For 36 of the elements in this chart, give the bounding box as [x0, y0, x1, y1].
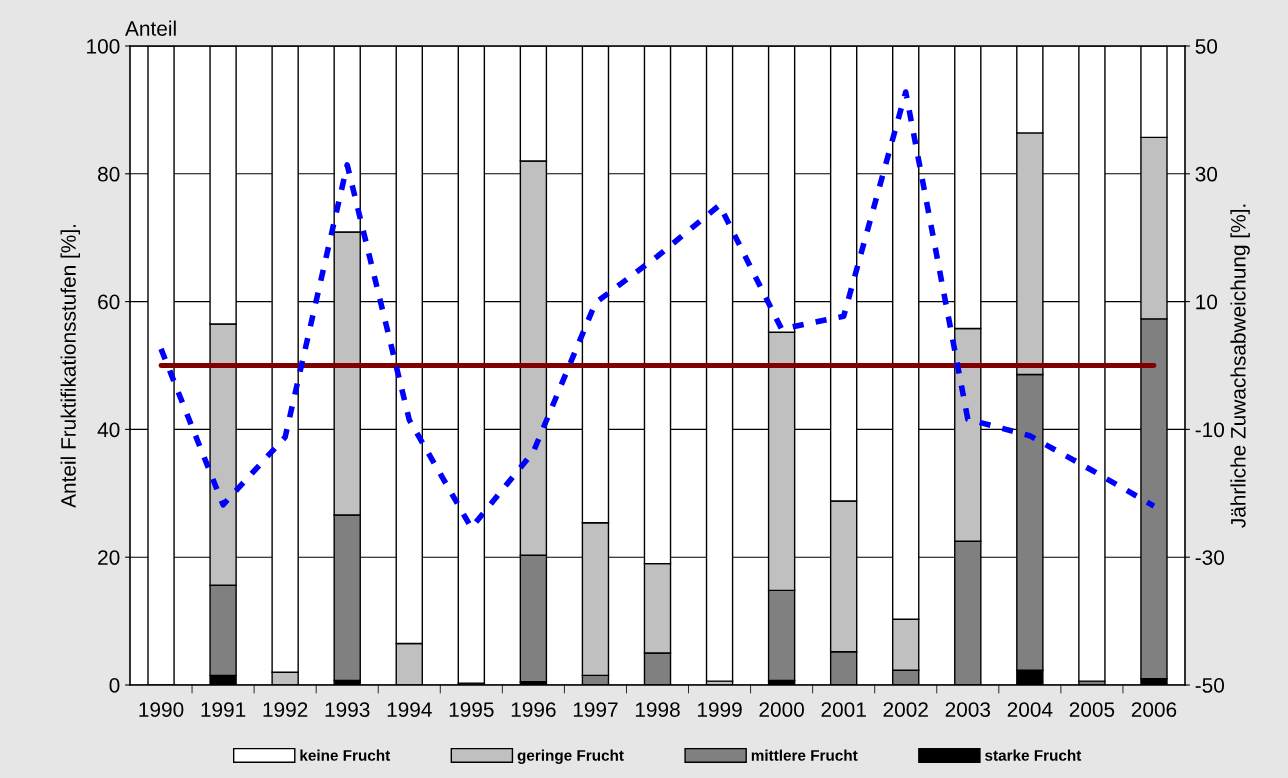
text: Anteil [125, 20, 176, 36]
legend-label: mittlere Frucht [751, 749, 858, 761]
x-tick-label: 1994 [387, 702, 432, 717]
y2-tick-label: 10 [1196, 294, 1218, 310]
x-tick-label: 1990 [139, 702, 184, 717]
x-tick-label: 2005 [1069, 702, 1115, 717]
x-tick-label: 1992 [263, 702, 308, 717]
x-tick-label: 2000 [759, 702, 804, 717]
x-tick-label: 1996 [511, 702, 556, 717]
legend-label: geringe Frucht [517, 749, 624, 764]
y2-tick-label: -10 [1195, 422, 1225, 438]
x-tick-label: 1991 [201, 702, 246, 717]
y-axis-title: Anteil Fruktifikationsstufen [%]. [60, 224, 80, 508]
x-tick-label: 2006 [1131, 702, 1177, 717]
x-tick-label: 2004 [1007, 702, 1053, 717]
y2-tick-label: -30 [1195, 550, 1225, 565]
y2-tick-label: -50 [1195, 678, 1225, 693]
y-tick-label: 80 [98, 166, 120, 182]
y-tick-label: 60 [98, 294, 120, 310]
x-tick-label: 2003 [945, 702, 991, 717]
x-tick-label: 1995 [449, 702, 494, 717]
x-tick-label: 1993 [325, 702, 370, 717]
x-tick-label: 1998 [635, 702, 680, 717]
y2-tick-label: 30 [1195, 166, 1218, 182]
y-tick-label: 100 [87, 39, 120, 54]
y-tick-label: 20 [98, 550, 120, 565]
legend-label: keine Frucht [300, 749, 391, 761]
y-tick-label: 0 [109, 678, 120, 693]
x-tick-label: 1999 [697, 702, 742, 717]
x-tick-label: 2001 [821, 702, 866, 717]
x-tick-label: 2002 [883, 702, 928, 717]
y2-axis-title: Jährliche Zuwachsabweichung [%]. [1230, 204, 1250, 528]
y2-tick-label: 50 [1195, 39, 1218, 54]
x-tick-label: 1997 [573, 702, 618, 717]
legend-label: starke Frucht [985, 749, 1082, 761]
y-tick-label: 40 [97, 422, 120, 438]
